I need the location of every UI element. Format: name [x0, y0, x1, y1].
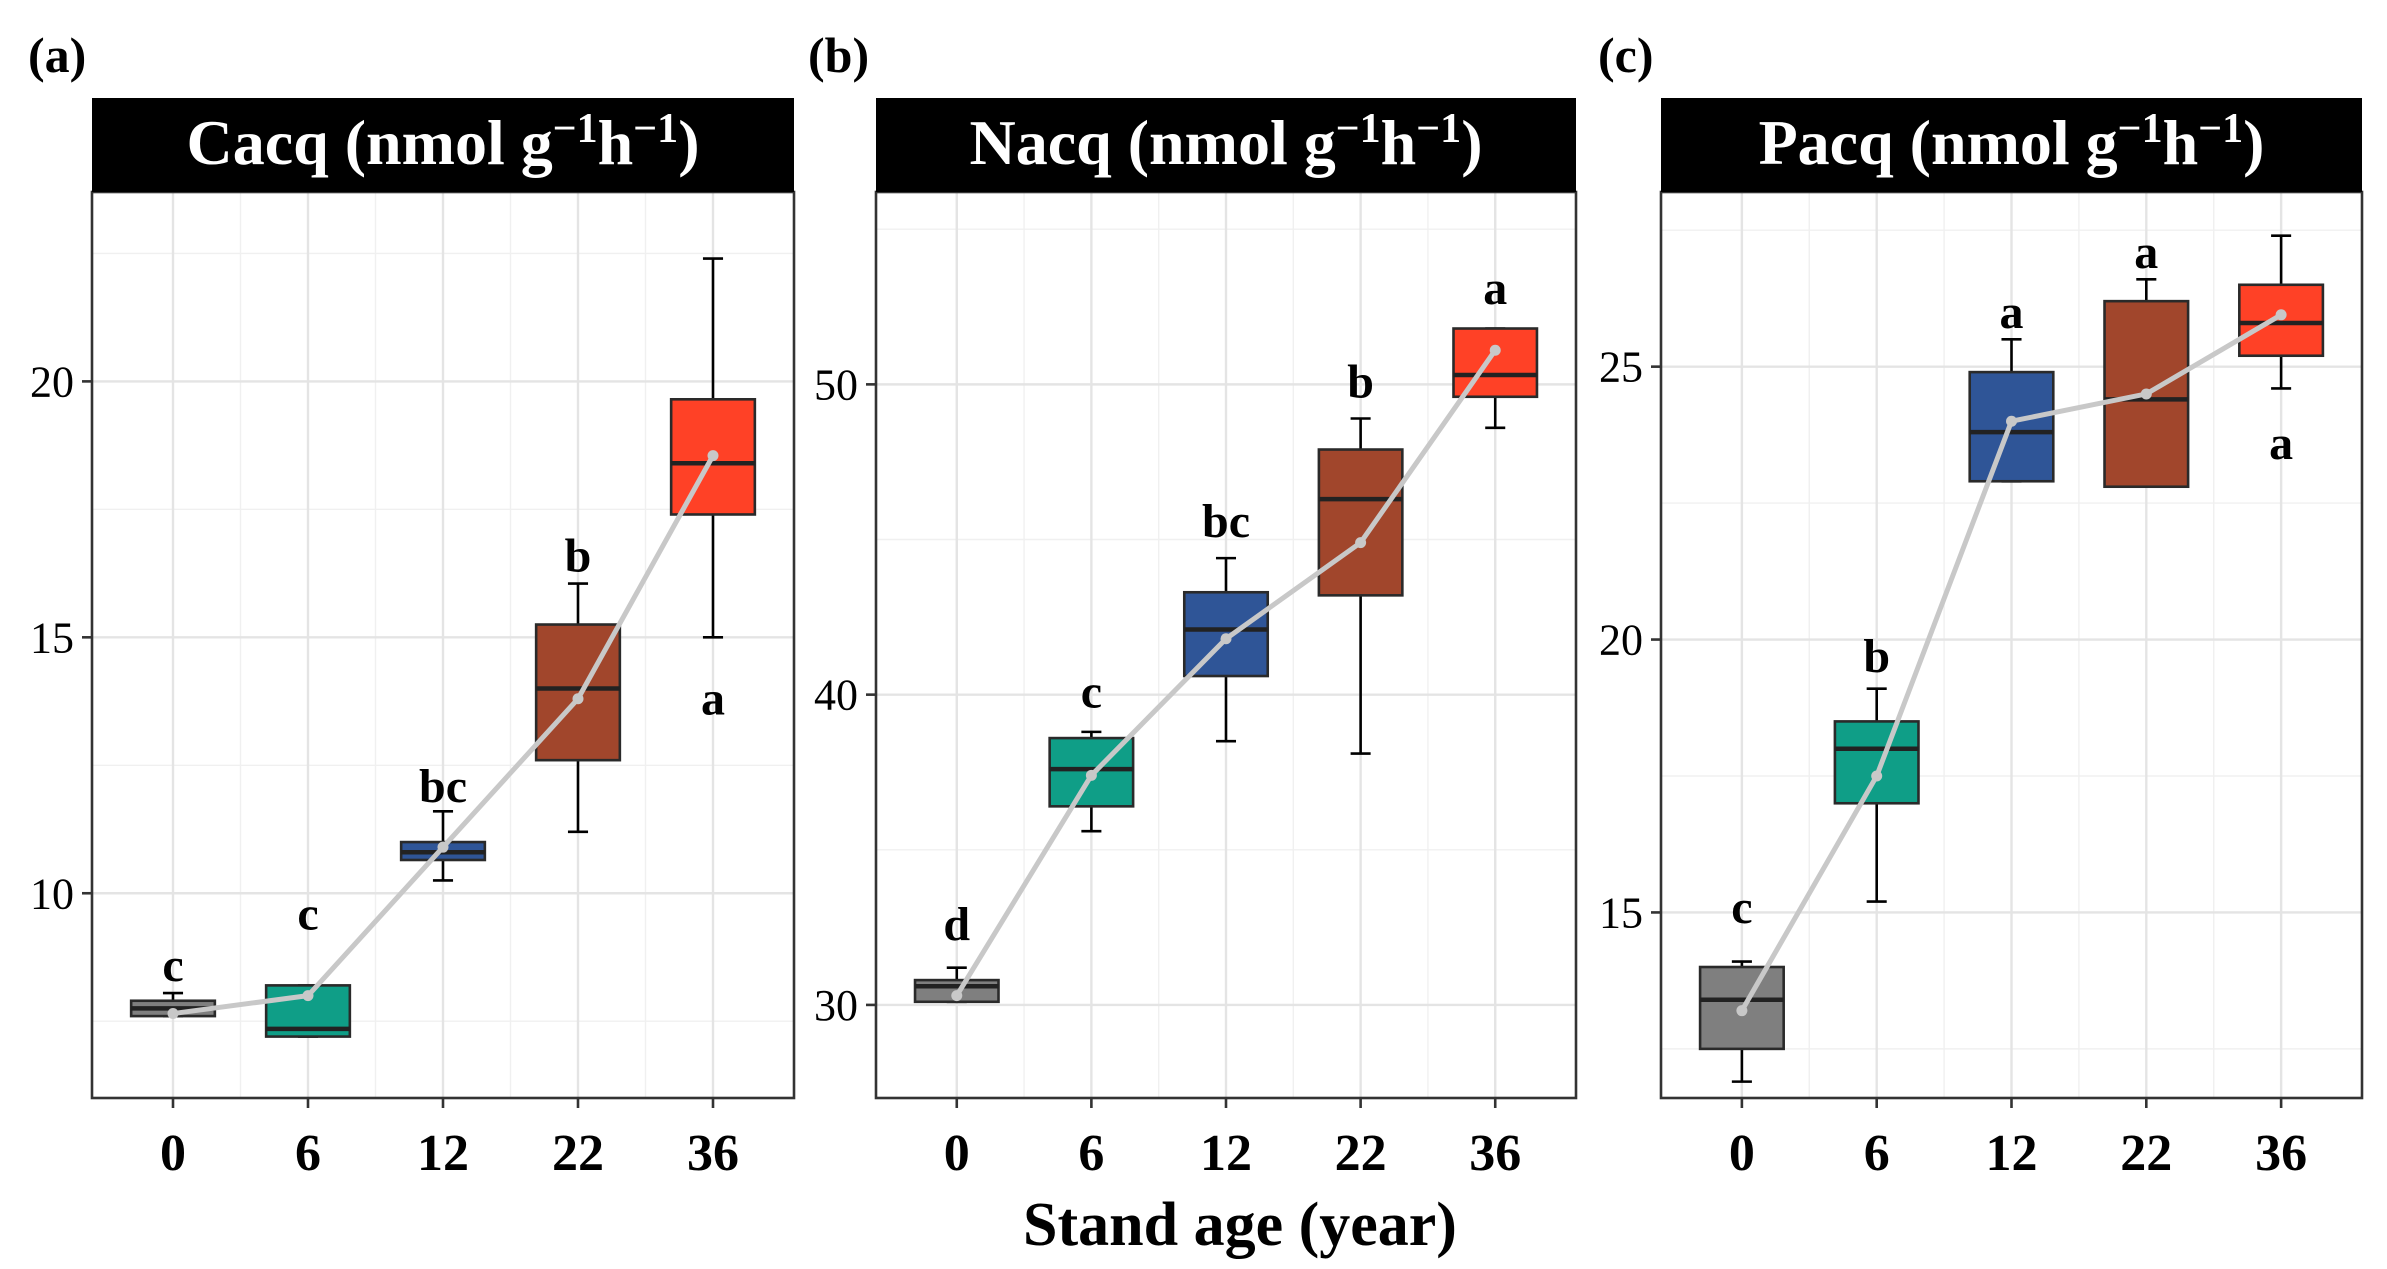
mean-point: [1355, 537, 1367, 549]
significance-letter: b: [1863, 630, 1890, 683]
mean-point: [707, 450, 719, 462]
y-tick-label: 10: [30, 869, 74, 918]
facet-strip: [876, 98, 1576, 192]
facet-strip-title: Cacq (nmol g−1h−1): [187, 106, 700, 178]
significance-letter: a: [1483, 262, 1507, 315]
significance-letter: a: [2134, 226, 2158, 279]
mean-point: [1736, 1005, 1748, 1017]
x-tick-label: 6: [1078, 1125, 1104, 1182]
x-tick-label: 22: [2120, 1125, 2172, 1182]
panel-2: d c bc b a 30 40 50 0 6 12 22 36 Nacq (nmol g−1h−1) (b…: [808, 27, 1578, 1182]
mean-point: [951, 990, 963, 1002]
x-tick-label: 36: [687, 1125, 739, 1182]
y-tick-label: 50: [814, 360, 858, 409]
box-22: [2103, 278, 2190, 489]
x-tick-label: 12: [1200, 1125, 1252, 1182]
significance-letter: b: [565, 529, 592, 582]
x-tick-label: 6: [1864, 1125, 1890, 1182]
panel-1: c c bc b a 10 15 20 0 6 12 22 36 Cacq (nmol g−1h−1) (a…: [28, 27, 796, 1182]
significance-letter: bc: [1202, 495, 1250, 548]
box-36: [1452, 327, 1539, 430]
significance-letter: c: [297, 888, 318, 941]
y-tick-label: 15: [30, 613, 74, 662]
mean-point: [2006, 415, 2017, 427]
x-tick-label: 0: [1729, 1125, 1755, 1182]
mean-point: [437, 841, 449, 853]
significance-letter: a: [2000, 286, 2024, 339]
y-tick-label: 15: [1599, 888, 1643, 937]
y-tick-label: 25: [1599, 343, 1643, 392]
panel-label: (b): [808, 27, 869, 83]
facet-strip-title: Nacq (nmol g−1h−1): [970, 106, 1483, 178]
x-tick-label: 0: [944, 1125, 970, 1182]
mean-point: [1871, 770, 1883, 782]
x-tick-label: 0: [160, 1125, 186, 1182]
facet-strip-title: Pacq (nmol g−1h−1): [1759, 106, 2265, 178]
box-22: [1317, 417, 1404, 755]
mean-point: [2275, 309, 2287, 321]
x-tick-label: 12: [1986, 1125, 2038, 1182]
y-tick-label: 20: [1599, 616, 1643, 665]
x-axis-label: Stand age (year): [1023, 1191, 1457, 1259]
panel-3: c b a a a 15 20 25 0 6 12 22 36 Pacq (nmol g−1h−1) (c): [1598, 27, 2364, 1182]
y-tick-label: 30: [814, 981, 858, 1030]
significance-letter: b: [1347, 355, 1374, 408]
y-tick-label: 40: [814, 671, 858, 720]
x-tick-label: 12: [417, 1125, 469, 1182]
significance-letter: c: [162, 939, 183, 992]
x-tick-label: 22: [1335, 1125, 1387, 1182]
x-tick-label: 36: [2255, 1125, 2307, 1182]
iqr-box: [1833, 720, 1920, 805]
x-tick-label: 6: [295, 1125, 321, 1182]
mean-point: [1220, 633, 1232, 645]
panel-label: (a): [28, 27, 86, 83]
mean-point: [572, 693, 584, 705]
box-0: [1698, 960, 1785, 1083]
mean-point: [1489, 344, 1501, 356]
y-tick-label: 20: [30, 357, 74, 406]
significance-letter: c: [1081, 666, 1102, 719]
significance-letter: c: [1731, 881, 1752, 934]
facet-strip: [92, 98, 794, 192]
mean-point: [1085, 769, 1097, 781]
iqr-box: [1452, 327, 1539, 399]
iqr-box: [1317, 448, 1404, 597]
significance-letter: a: [701, 673, 725, 726]
significance-letter: a: [2269, 417, 2293, 470]
significance-letter: d: [943, 898, 970, 951]
box-6: [1833, 687, 1920, 903]
x-tick-label: 22: [552, 1125, 604, 1182]
panel-label: (c): [1598, 27, 1654, 83]
facet-strip: [1661, 98, 2362, 192]
mean-point: [167, 1008, 179, 1020]
mean-point: [302, 990, 314, 1002]
x-tick-label: 36: [1469, 1125, 1521, 1182]
mean-point: [2140, 388, 2152, 400]
significance-letter: bc: [419, 760, 467, 813]
